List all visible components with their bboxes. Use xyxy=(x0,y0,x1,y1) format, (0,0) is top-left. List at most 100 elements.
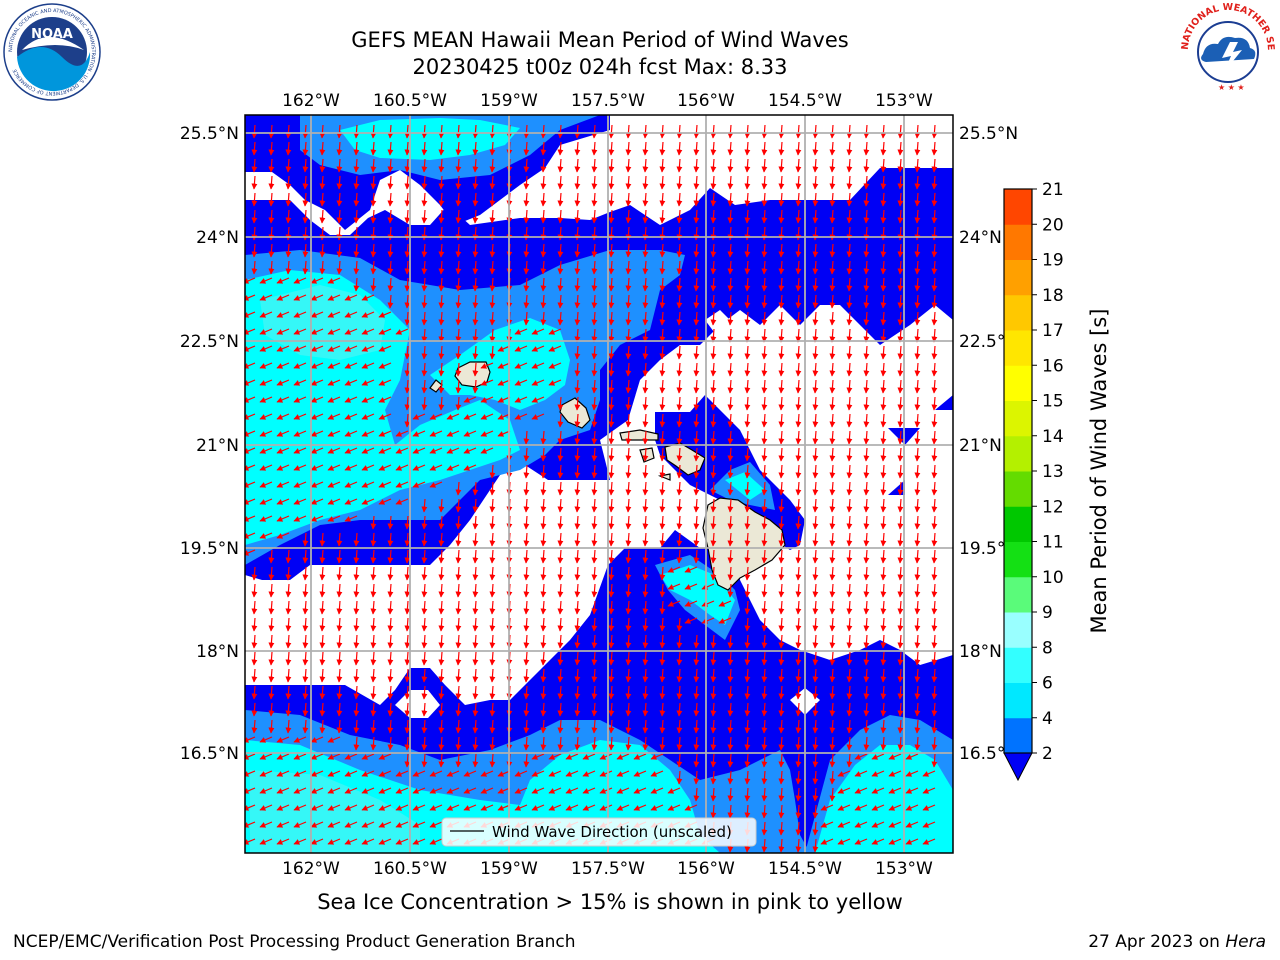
wind-wave-arrow xyxy=(370,192,377,207)
wind-wave-arrow xyxy=(404,345,411,360)
wind-wave-arrow xyxy=(489,158,496,173)
wind-wave-arrow xyxy=(897,141,904,156)
wind-wave-arrow xyxy=(336,192,343,207)
wind-wave-arrow xyxy=(446,413,460,420)
wind-wave-arrow xyxy=(727,158,734,173)
wind-wave-arrow xyxy=(574,379,581,394)
wind-wave-arrow xyxy=(455,396,462,411)
wind-wave-arrow xyxy=(846,243,853,258)
wind-wave-arrow xyxy=(880,158,887,173)
wind-wave-arrow xyxy=(293,362,307,369)
sea-ice-note: Sea Ice Concentration > 15% is shown in … xyxy=(317,890,903,914)
wind-wave-arrow xyxy=(608,396,615,411)
wind-wave-arrow xyxy=(438,141,445,156)
colorbar-tick-label: 12 xyxy=(1042,497,1064,517)
wind-wave-arrow xyxy=(795,345,802,360)
wind-wave-arrow xyxy=(327,379,341,386)
wind-wave-arrow xyxy=(897,124,904,139)
wind-wave-arrow xyxy=(404,396,411,411)
wind-wave-arrow xyxy=(523,158,530,173)
wind-wave-arrow xyxy=(344,328,358,335)
map-title: GEFS MEAN Hawaii Mean Period of Wind Wav… xyxy=(351,28,849,52)
wind-wave-arrow xyxy=(625,396,632,411)
wind-wave-arrow xyxy=(642,158,649,173)
wind-wave-arrow xyxy=(387,124,394,139)
wind-wave-arrow xyxy=(625,362,632,377)
wind-wave-arrow xyxy=(259,294,273,301)
wind-wave-arrow xyxy=(293,396,307,403)
wind-wave-arrow xyxy=(293,345,307,352)
wind-wave-arrow xyxy=(353,260,360,275)
wind-wave-arrow xyxy=(931,396,938,411)
wind-wave-arrow xyxy=(531,345,545,352)
wind-wave-arrow xyxy=(846,396,853,411)
wind-wave-arrow xyxy=(897,345,904,360)
wind-wave-arrow xyxy=(514,345,528,352)
wind-wave-arrow xyxy=(812,345,819,360)
wind-wave-arrow xyxy=(744,209,751,224)
wind-wave-arrow xyxy=(914,379,921,394)
wind-wave-arrow xyxy=(285,124,292,139)
wind-wave-arrow xyxy=(327,413,341,420)
wind-wave-arrow xyxy=(727,362,734,377)
wind-wave-arrow xyxy=(914,413,921,428)
wind-wave-arrow xyxy=(285,243,292,258)
colorbar-tick-label: 4 xyxy=(1042,709,1053,729)
wind-wave-arrow xyxy=(795,260,802,275)
wind-wave-arrow xyxy=(531,396,545,403)
wind-wave-arrow xyxy=(370,141,377,156)
wind-wave-arrow xyxy=(302,124,309,139)
wind-wave-arrow xyxy=(353,277,360,292)
wind-wave-arrow xyxy=(472,328,479,343)
x-tick-label: 157.5°W xyxy=(571,859,645,879)
wind-wave-arrow xyxy=(744,294,751,309)
footer-machine: Hera xyxy=(1225,932,1266,952)
wind-wave-arrow xyxy=(378,413,392,420)
wind-wave-arrow xyxy=(931,311,938,326)
wind-wave-arrow xyxy=(812,396,819,411)
wind-wave-arrow xyxy=(245,379,256,386)
wind-wave-arrow xyxy=(710,124,717,139)
wind-wave-arrow xyxy=(421,277,428,292)
x-tick-labels-bottom: 162°W 160.5°W 159°W 157.5°W 156°W 154.5°… xyxy=(282,859,933,879)
wind-wave-arrow xyxy=(642,192,649,207)
wind-wave-arrow xyxy=(472,362,479,377)
y-tick-label: 24°N xyxy=(959,228,1002,248)
wind-wave-arrow xyxy=(404,413,411,428)
wind-wave-arrow xyxy=(523,175,530,190)
x-tick-label: 162°W xyxy=(282,91,340,111)
wind-wave-arrow xyxy=(863,209,870,224)
wind-wave-arrow xyxy=(897,311,904,326)
wind-wave-arrow xyxy=(608,362,615,377)
wind-wave-arrow xyxy=(557,124,564,139)
wind-wave-arrow xyxy=(761,328,768,343)
wind-wave-arrow xyxy=(455,158,462,173)
wind-wave-arrow xyxy=(642,260,649,275)
wind-wave-arrow xyxy=(710,413,717,428)
wind-wave-arrow xyxy=(676,277,683,292)
wind-wave-arrow xyxy=(531,413,545,420)
wind-wave-arrow xyxy=(404,243,411,258)
wind-wave-arrow xyxy=(245,311,256,318)
wind-wave-arrow xyxy=(327,277,341,284)
y-tick-label: 25.5°N xyxy=(959,124,1018,144)
wind-wave-arrow xyxy=(540,209,547,224)
wind-wave-arrow xyxy=(761,413,768,428)
wind-wave-arrow xyxy=(574,141,581,156)
wind-wave-arrow xyxy=(676,294,683,309)
wind-wave-arrow xyxy=(727,413,734,428)
wind-wave-arrow xyxy=(353,192,360,207)
wind-wave-arrow xyxy=(744,311,751,326)
wind-wave-arrow xyxy=(319,158,326,173)
wind-wave-arrow xyxy=(540,175,547,190)
wind-wave-arrow xyxy=(608,379,615,394)
wind-wave-arrow xyxy=(378,311,392,318)
wind-wave-arrow xyxy=(693,311,700,326)
colorbar-cell xyxy=(1004,224,1032,260)
wind-wave-arrow xyxy=(761,294,768,309)
wind-wave-arrow xyxy=(846,175,853,190)
wind-wave-arrow xyxy=(778,141,785,156)
wind-wave-arrow xyxy=(361,396,375,403)
wind-wave-arrow xyxy=(659,345,666,360)
wind-wave-arrow xyxy=(268,124,275,139)
